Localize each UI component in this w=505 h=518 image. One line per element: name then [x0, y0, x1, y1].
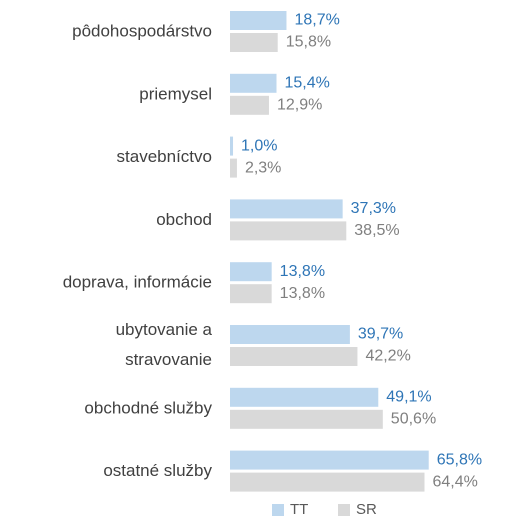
data-label: 65,8% — [437, 451, 482, 468]
bar — [230, 325, 350, 344]
category-label: stavebníctvo — [117, 147, 212, 166]
bar — [230, 73, 277, 93]
bar — [230, 409, 383, 429]
data-label: 1,0% — [241, 137, 277, 154]
bar — [230, 387, 379, 407]
bar — [230, 262, 272, 282]
data-label: 64,4% — [432, 473, 477, 490]
category-label: ostatné služby — [103, 461, 212, 480]
data-label: 42,2% — [365, 348, 410, 365]
data-label: 50,6% — [391, 411, 436, 428]
data-label: 12,9% — [277, 97, 322, 114]
bar — [230, 199, 343, 219]
bar — [230, 33, 278, 52]
data-label: 18,7% — [294, 12, 339, 29]
legend-swatch — [272, 504, 284, 516]
bar — [230, 221, 347, 241]
category-label: priemysel — [139, 84, 212, 103]
category-line: stravovanie — [125, 350, 212, 369]
category-label: pôdohospodárstvo — [72, 21, 212, 40]
bar — [230, 136, 234, 156]
bar — [230, 472, 425, 492]
data-label: 15,4% — [285, 75, 330, 92]
category-label: obchod — [156, 210, 212, 229]
category-label: doprava, informácie — [63, 273, 212, 292]
data-label: 15,8% — [286, 34, 331, 51]
category-label: ubytovanie a stravovanie — [116, 320, 213, 369]
bar — [230, 347, 358, 366]
data-label: 49,1% — [386, 389, 431, 406]
legend-swatch — [338, 504, 350, 516]
data-label: 38,5% — [354, 222, 399, 239]
bar — [230, 11, 287, 30]
bar — [230, 158, 237, 178]
data-label: 13,8% — [280, 285, 325, 302]
data-label: 39,7% — [358, 326, 403, 343]
data-label: 37,3% — [351, 200, 396, 217]
category-label: obchodné služby — [84, 398, 212, 417]
bar — [230, 450, 429, 470]
bar — [230, 284, 272, 304]
bar — [230, 95, 269, 115]
data-label: 2,3% — [245, 159, 281, 176]
category-line: ubytovanie a — [116, 320, 213, 339]
data-label: 13,8% — [280, 263, 325, 280]
legend-label: SR — [356, 501, 377, 518]
legend-label: TT — [290, 501, 308, 518]
